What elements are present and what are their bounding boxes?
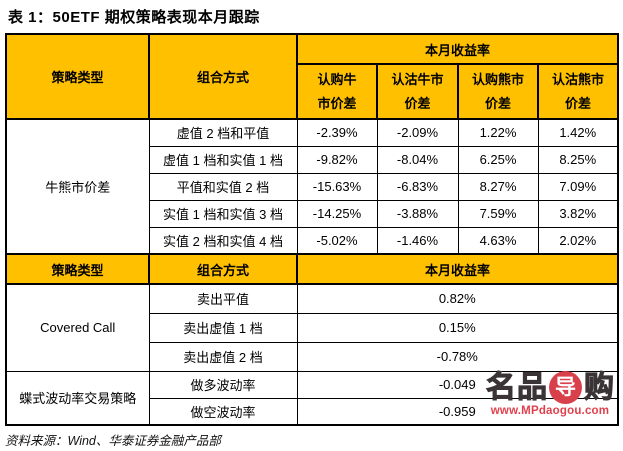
value-cell: 7.09% (537, 172, 619, 201)
table-row: 卖出虚值 1 档 0.15% (6, 312, 619, 343)
table-row: 做空波动率 -0.959 (6, 397, 619, 426)
combo-cell: 做多波动率 (148, 370, 298, 399)
combo-cell: 卖出平值 (148, 283, 298, 314)
combo-cell: 实值 1 档和实值 3 档 (148, 199, 298, 228)
value-cell: -2.09% (376, 118, 459, 147)
header-row-2: 认购牛 市价差 认沽牛市 价差 认购熊市 价差 认沽熊市 价差 (6, 63, 620, 120)
combo-cell: 虚值 2 档和平值 (148, 118, 298, 147)
table-row: 平值和实值 2 档 -15.63% -6.83% 8.27% 7.09% (6, 172, 619, 201)
sub-header-put-bear-spread: 认沽熊市 价差 (536, 63, 620, 120)
combo-cell: 虚值 1 档和实值 1 档 (148, 145, 298, 174)
value-cell: 0.15% (296, 312, 619, 343)
value-cell: 7.59% (457, 199, 539, 228)
value-cell: -14.25% (296, 199, 378, 228)
table-row: 实值 2 档和实值 4 档 -5.02% -1.46% 4.63% 2.02% (6, 226, 619, 255)
value-cell: -0.78% (296, 341, 619, 372)
value-cell: -0.959 (296, 397, 619, 426)
col-header-combination-2: 组合方式 (148, 253, 298, 285)
value-cell: 3.82% (537, 199, 619, 228)
page-title: 表 1：50ETF 期权策略表现本月跟踪 (8, 9, 260, 26)
sub-header-call-bear-spread: 认购熊市 价差 (457, 63, 539, 120)
data-source-note: 资料来源：Wind、华泰证券金融产品部 (5, 434, 221, 448)
value-cell: 1.42% (537, 118, 619, 147)
combo-cell: 卖出虚值 1 档 (148, 312, 298, 343)
value-cell: 4.63% (457, 226, 539, 255)
col-header-strategy-type-2: 策略类型 (5, 253, 150, 285)
table-row: 蝶式波动率交易策略 做多波动率 -0.049 (5, 370, 619, 426)
value-cell: -5.02% (296, 226, 378, 255)
value-cell: 8.27% (457, 172, 539, 201)
combo-cell: 卖出虚值 2 档 (148, 341, 298, 372)
row-group-bull-bear-spread: 牛熊市价差 (5, 118, 150, 255)
value-cell: -8.04% (376, 145, 459, 174)
col-header-monthly-return-2: 本月收益率 (295, 253, 620, 285)
row-group-covered-call: Covered Call (5, 283, 150, 372)
value-cell: -15.63% (296, 172, 378, 201)
row-group-butterfly-volatility: 蝶式波动率交易策略 (5, 370, 150, 426)
sub-header-call-bull-spread: 认购牛 市价差 (296, 63, 378, 120)
combo-cell: 实值 2 档和实值 4 档 (148, 226, 298, 255)
col-header-combination: 组合方式 (148, 33, 298, 120)
value-cell: -3.88% (376, 199, 459, 228)
value-cell: -6.83% (376, 172, 459, 201)
value-cell: 0.82% (296, 283, 619, 314)
header-row-3: 策略类型 组合方式 本月收益率 (5, 253, 620, 285)
table-row: 虚值 1 档和实值 1 档 -9.82% -8.04% 6.25% 8.25% (6, 145, 619, 174)
value-cell: -2.39% (296, 118, 378, 147)
table-row: 实值 1 档和实值 3 档 -14.25% -3.88% 7.59% 3.82% (6, 199, 619, 228)
value-cell: -0.049 (296, 370, 619, 399)
combo-cell: 做空波动率 (148, 397, 298, 426)
table-row: 牛熊市价差 虚值 2 档和平值 -2.39% -2.09% 1.22% 1.42… (5, 118, 619, 255)
value-cell: 8.25% (537, 145, 619, 174)
value-cell: 6.25% (457, 145, 539, 174)
table-row: Covered Call 卖出平值 0.82% (5, 283, 619, 372)
header-row-1: 策略类型 组合方式 本月收益率 (5, 33, 620, 120)
value-cell: 2.02% (537, 226, 619, 255)
combo-cell: 平值和实值 2 档 (148, 172, 298, 201)
value-cell: 1.22% (457, 118, 539, 147)
col-header-monthly-return: 本月收益率 (295, 33, 620, 65)
value-cell: -1.46% (376, 226, 459, 255)
col-header-strategy-type: 策略类型 (5, 33, 150, 120)
sub-header-put-bull-spread: 认沽牛市 价差 (376, 63, 459, 120)
value-cell: -9.82% (296, 145, 378, 174)
strategy-performance-table: 策略类型 组合方式 本月收益率 认购牛 市价差 认沽牛市 价差 认购熊市 价差 … (5, 33, 620, 426)
